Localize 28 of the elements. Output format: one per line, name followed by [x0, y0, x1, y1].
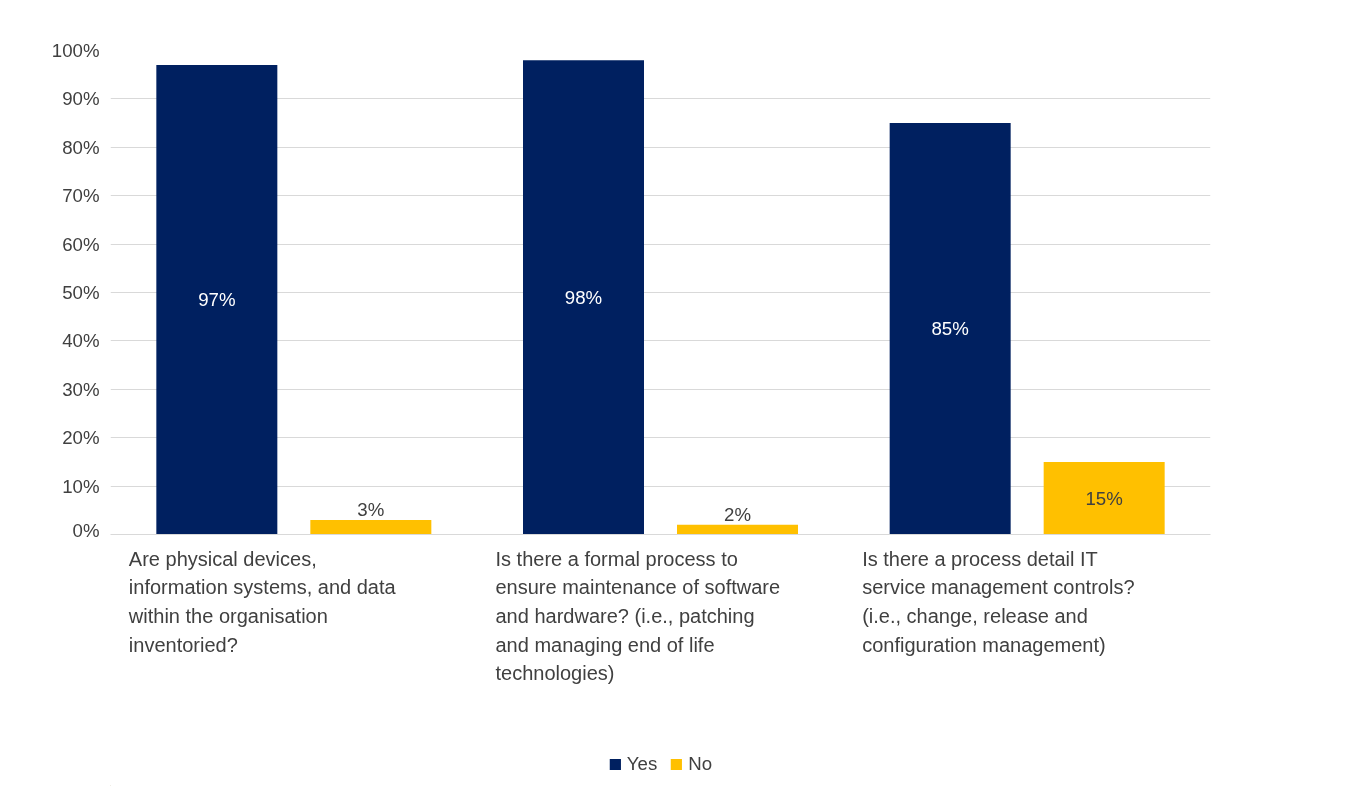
- y-tick-label: 40%: [62, 330, 100, 352]
- bar: [523, 60, 644, 535]
- y-tick-label: 10%: [62, 475, 100, 497]
- legend-label: No: [688, 753, 713, 775]
- y-tick-label: 70%: [62, 185, 100, 207]
- text: 15%: [1085, 487, 1123, 509]
- legend-label: Yes: [626, 753, 658, 775]
- y-tick-label: 50%: [62, 282, 100, 303]
- bar: [1043, 461, 1165, 535]
- text: 97%: [198, 289, 236, 311]
- x-tick-label: Are physical devices, information systems, and data within the organisation inventoried?: [127, 547, 397, 656]
- text: 85%: [931, 318, 969, 340]
- bar: [310, 519, 432, 535]
- text: 98%: [564, 286, 603, 308]
- y-tick-label: 0%: [72, 519, 100, 541]
- y-tick-label: 100%: [51, 40, 100, 61]
- bar: [156, 65, 278, 535]
- x-tick-label: Is there a process detail IT service management controls? (i.e., change, release and configuration management): [862, 547, 1135, 656]
- y-tick-label: 30%: [62, 378, 100, 400]
- y-tick-label: 60%: [62, 233, 100, 255]
- y-tick-label: 80%: [62, 136, 100, 158]
- y-tick-label: 90%: [62, 88, 100, 110]
- x-tick-label: Is there a formal process to ensure maintenance of software and hardware? (i.e., patching and managing end of life technologies): [495, 547, 781, 685]
- y-tick-label: 20%: [62, 427, 100, 449]
- bar: [677, 524, 798, 535]
- text: 3%: [357, 498, 385, 520]
- text: 2%: [724, 503, 751, 525]
- bar: [889, 123, 1011, 535]
